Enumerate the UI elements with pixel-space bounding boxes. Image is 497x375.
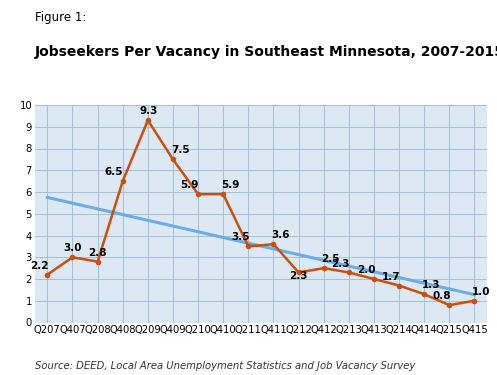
Text: 9.3: 9.3 [140, 106, 159, 116]
Text: 1.7: 1.7 [382, 272, 401, 282]
Text: 1.3: 1.3 [422, 280, 440, 290]
Text: 7.5: 7.5 [171, 146, 190, 156]
Text: 2.5: 2.5 [322, 254, 340, 264]
Text: 0.8: 0.8 [432, 291, 451, 301]
Text: Figure 1:: Figure 1: [35, 11, 86, 24]
Text: 2.3: 2.3 [331, 258, 349, 268]
Text: 2.2: 2.2 [30, 261, 49, 271]
Text: 6.5: 6.5 [105, 167, 123, 177]
Text: 2.8: 2.8 [88, 248, 107, 258]
Text: 3.6: 3.6 [271, 230, 290, 240]
Text: 3.0: 3.0 [63, 243, 82, 254]
Text: 5.9: 5.9 [221, 180, 240, 190]
Text: 3.5: 3.5 [231, 232, 249, 243]
Text: Source: DEED, Local Area Unemployment Statistics and Job Vacancy Survey: Source: DEED, Local Area Unemployment St… [35, 361, 415, 371]
Text: Jobseekers Per Vacancy in Southeast Minnesota, 2007-2015: Jobseekers Per Vacancy in Southeast Minn… [35, 45, 497, 59]
Text: 5.9: 5.9 [180, 180, 198, 190]
Text: 2.0: 2.0 [357, 265, 375, 275]
Text: 2.3: 2.3 [289, 271, 308, 281]
Text: 1.0: 1.0 [472, 287, 491, 297]
